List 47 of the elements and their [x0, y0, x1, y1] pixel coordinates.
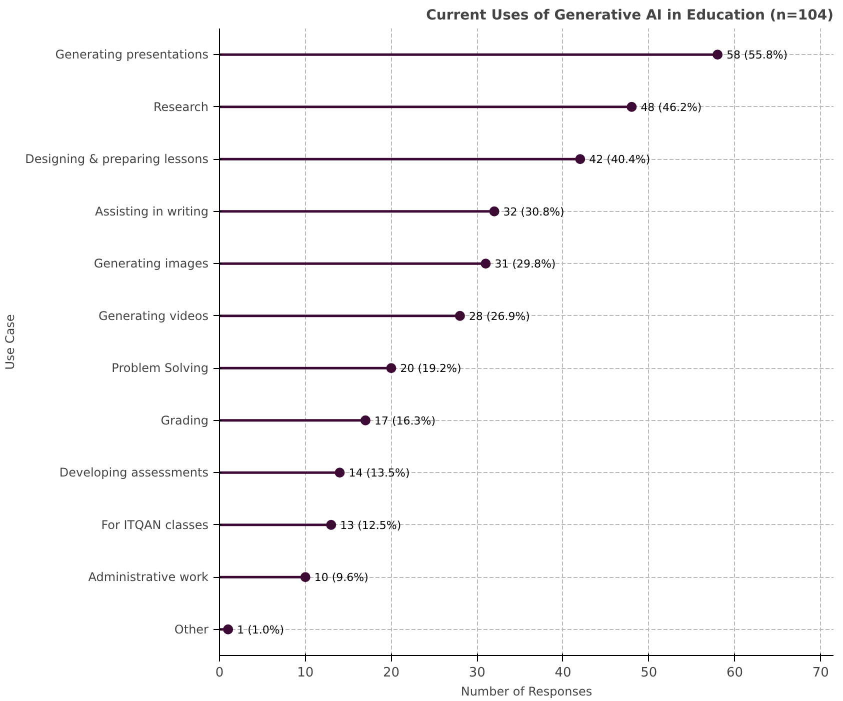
y-tick-label: Developing assessments — [59, 466, 209, 480]
y-tick-label: Assisting in writing — [95, 204, 209, 218]
data-label: 31 (29.8%) — [494, 258, 556, 271]
point — [386, 363, 396, 374]
point — [326, 520, 336, 530]
chart-title: Current Uses of Generative AI in Education (n=104) — [426, 8, 834, 24]
x-tick-label: 40 — [554, 666, 572, 680]
data-label: 14 (13.5%) — [348, 466, 410, 480]
x-tick-label: 50 — [640, 666, 658, 680]
x-tick-label: 20 — [382, 666, 400, 680]
point — [223, 624, 234, 634]
y-tick-label: Designing & preparing lessons — [25, 152, 209, 166]
data-label: 10 (9.6%) — [314, 571, 368, 584]
data-label: 48 (46.2%) — [640, 100, 702, 114]
point — [300, 572, 310, 582]
data-label: 13 (12.5%) — [340, 518, 402, 532]
y-axis-title: Use Case — [3, 314, 18, 370]
x-tick-label: 30 — [468, 666, 486, 680]
y-tick-label: Generating presentations — [55, 48, 209, 62]
y-tick-label: Generating images — [94, 256, 209, 271]
y-tick-label: Other — [174, 622, 209, 636]
y-tick-label: For ITQAN classes — [101, 518, 209, 532]
data-label: 58 (55.8%) — [726, 48, 788, 62]
data-label: 1 (1.0%) — [237, 623, 284, 636]
x-tick-label: 0 — [215, 666, 224, 680]
y-tick-label: Grading — [160, 413, 209, 428]
point — [360, 415, 370, 426]
data-label: 32 (30.8%) — [503, 205, 564, 218]
x-axis-title: Number of Responses — [460, 684, 592, 698]
data-label: 42 (40.4%) — [589, 153, 650, 166]
point — [626, 102, 637, 112]
point — [334, 468, 345, 478]
x-tick-label: 10 — [297, 666, 314, 680]
y-tick-label: Administrative work — [88, 570, 209, 584]
x-tick-label: 70 — [812, 666, 829, 680]
point — [454, 310, 465, 321]
data-label: 28 (26.9%) — [468, 310, 530, 323]
point — [712, 50, 723, 60]
y-tick-label: Generating videos — [98, 308, 208, 323]
x-tick-label: 60 — [726, 666, 744, 680]
data-label: 17 (16.3%) — [374, 414, 436, 428]
data-label: 20 (19.2%) — [400, 362, 462, 376]
point — [575, 154, 586, 164]
y-tick-label: Problem Solving — [112, 361, 208, 376]
point — [480, 258, 491, 269]
point — [489, 206, 500, 216]
y-tick-label: Research — [153, 100, 209, 114]
